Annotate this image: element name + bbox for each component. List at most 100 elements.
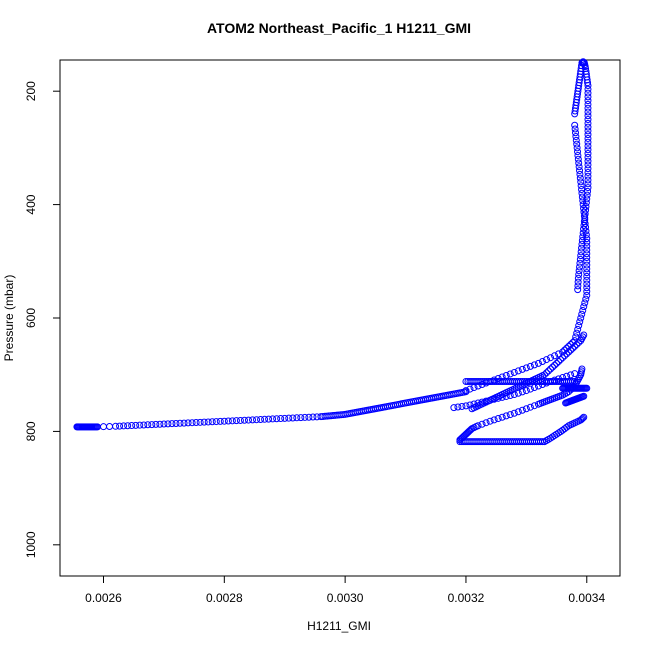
data-point [584,172,592,180]
data-point [144,421,152,429]
data-point [551,361,559,369]
data-point [580,225,588,233]
data-point [584,104,592,112]
data-point [584,123,592,131]
data-point [582,199,590,207]
data-point [574,325,582,333]
data-point [184,419,192,427]
data-point [577,252,585,260]
data-point [584,82,592,90]
data-point [575,163,583,171]
data-point [470,384,478,392]
data-point [580,218,588,226]
data-point [249,416,257,424]
data-point [579,414,587,422]
data-point [188,419,196,427]
data-point [112,422,120,430]
data-point [474,382,482,390]
data-point [571,378,579,386]
data-point [502,412,510,420]
data-point [526,362,534,370]
data-point [583,280,591,288]
data-point [547,354,555,362]
x-axis: 0.0026 0.0028 0.0030 0.0032 0.0034 [85,576,605,605]
data-point [584,176,592,184]
data-point [578,193,586,201]
data-point [573,144,581,152]
x-tick-label: 0.0030 [327,591,364,605]
data-point [253,416,261,424]
data-point [462,387,470,395]
data-point [152,420,160,428]
data-point [498,413,506,421]
data-point [180,419,188,427]
data-point [236,416,244,424]
data-point [583,238,591,246]
data-point [301,413,309,421]
data-point [506,411,514,419]
data-point [120,422,128,430]
data-point [136,421,144,429]
data-point [584,161,592,169]
data-point [506,391,514,399]
data-point [577,248,585,256]
data-point [584,184,592,192]
data-point [584,134,592,142]
data-point [578,244,586,252]
data-point [216,417,224,425]
data-point [305,413,313,421]
x-axis-label: H1211_GMI [307,619,371,633]
data-point [514,389,522,397]
data-point [578,237,586,245]
x-tick-label: 0.0026 [85,591,122,605]
data-point [573,329,581,337]
data-point [543,356,550,364]
data-point [293,414,301,422]
data-point [584,112,592,120]
data-point [580,413,588,421]
data-point [571,370,579,378]
data-point [578,185,586,193]
data-point [584,116,592,124]
data-point [530,361,538,369]
data-point [124,422,132,430]
data-point [569,378,577,386]
data-point [518,406,526,414]
data-point [454,403,462,411]
data-point [574,282,582,290]
data-point [582,206,590,214]
data-point [575,159,583,167]
data-point [563,350,571,358]
data-point [579,306,587,314]
data-point [555,375,563,383]
data-point [543,379,550,387]
data-point [567,371,575,379]
data-point [581,214,589,222]
data-point [526,385,534,393]
data-point [309,413,317,421]
data-point [584,79,592,87]
data-point [584,146,592,154]
data-point [584,93,592,101]
data-point [578,365,586,373]
chart-title: ATOM2 Northeast_Pacific_1 H1211_GMI [207,20,471,36]
data-point [265,415,273,423]
data-point [106,422,114,430]
data-point [576,170,584,178]
data-point [572,129,579,137]
data-point [584,138,592,146]
data-point [578,415,586,423]
data-point [580,331,588,339]
data-point [240,416,248,424]
data-point [530,384,538,392]
data-point [494,415,502,423]
data-point [583,235,591,243]
data-point [518,388,526,396]
data-point [538,438,546,446]
data-point [578,310,586,318]
data-point [466,385,474,393]
data-point [575,322,583,330]
data-point [450,404,458,412]
data-point [478,398,486,406]
data-point [584,180,592,188]
